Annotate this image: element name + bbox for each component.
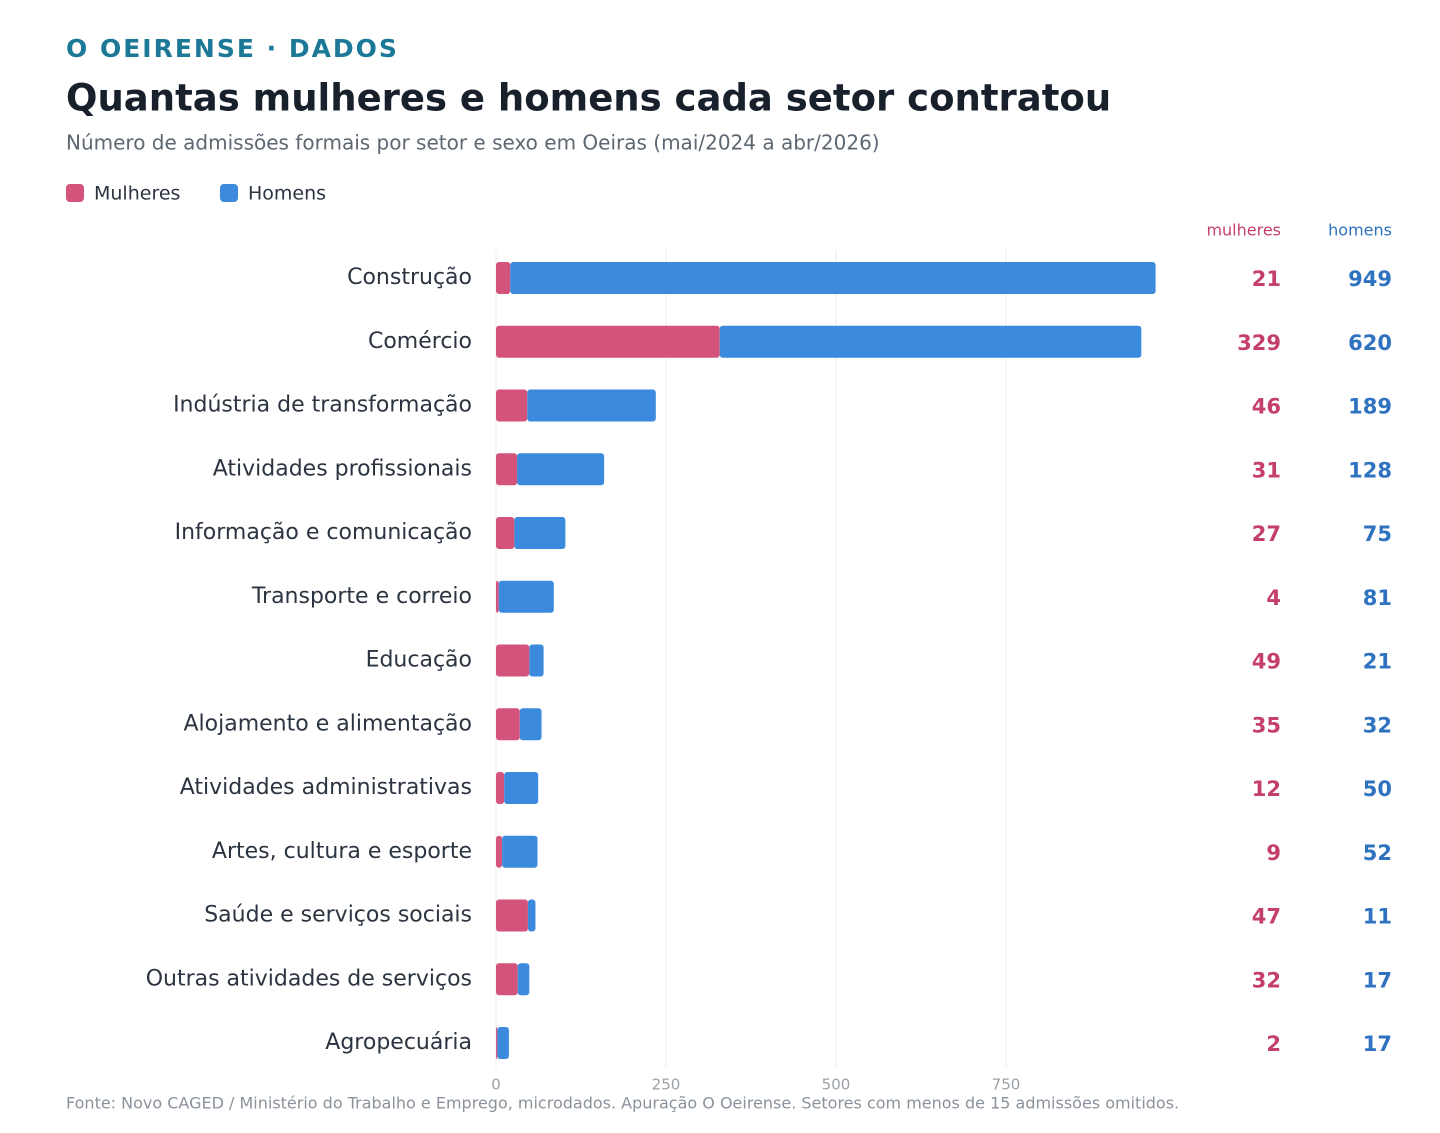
x-tick-label: 500 — [822, 1076, 851, 1094]
value-label: 4 — [1266, 586, 1281, 610]
value-label: 189 — [1348, 395, 1392, 419]
bar-segment — [719, 325, 1142, 358]
bar-segment — [510, 262, 1156, 294]
bar-segment — [517, 963, 530, 996]
value-label: 35 — [1252, 713, 1281, 737]
subtitle: Número de admissões formais por setor e … — [66, 131, 880, 155]
bar-segment — [517, 453, 605, 486]
value-label: 17 — [1363, 1032, 1392, 1056]
bar-segment — [529, 644, 544, 677]
bar-segment — [496, 517, 515, 549]
value-label: 46 — [1252, 395, 1281, 419]
bar-segment — [496, 262, 511, 294]
value-label: 31 — [1252, 458, 1281, 482]
value-label: 620 — [1348, 331, 1392, 355]
column-header: mulheres — [1206, 221, 1281, 240]
bar-segment — [496, 963, 518, 996]
value-label: 75 — [1363, 522, 1392, 546]
x-tick-label: 0 — [491, 1076, 501, 1094]
bar-segment — [496, 835, 503, 868]
bar-segment — [496, 708, 520, 741]
y-tick-label: Saúde e serviços sociais — [204, 903, 472, 928]
value-label: 50 — [1363, 777, 1392, 801]
bar-segment — [497, 1027, 509, 1059]
y-tick-label: Transporte e correio — [251, 584, 472, 609]
source-note: Fonte: Novo CAGED / Ministério do Trabal… — [66, 1094, 1179, 1113]
bar-segment — [514, 517, 566, 549]
column-header: homens — [1328, 221, 1392, 240]
kicker: O OEIRENSE · DADOS — [66, 34, 399, 63]
chart-title: Quantas mulheres e homens cada setor con… — [66, 77, 1111, 120]
bar-segment — [527, 899, 536, 932]
bar-segment — [496, 644, 530, 677]
bar-segment — [496, 772, 505, 804]
bar-segment — [496, 389, 528, 422]
value-label: 128 — [1348, 458, 1392, 482]
bar-segment — [527, 389, 656, 422]
bar-segment — [504, 772, 539, 804]
value-label: 32 — [1252, 968, 1281, 992]
y-tick-label: Artes, cultura e esporte — [212, 839, 472, 864]
value-label: 52 — [1363, 841, 1392, 865]
x-tick-label: 250 — [652, 1076, 681, 1094]
y-tick-label: Construção — [347, 265, 472, 290]
y-tick-label: Indústria de transformação — [173, 393, 472, 418]
value-label: 329 — [1237, 331, 1281, 355]
value-label: 27 — [1252, 522, 1281, 546]
y-tick-label: Agropecuária — [325, 1030, 472, 1055]
y-tick-label: Atividades profissionais — [213, 456, 472, 481]
value-label: 32 — [1363, 713, 1392, 737]
value-label: 2 — [1266, 1032, 1281, 1056]
bar-segment — [498, 580, 554, 613]
value-label: 949 — [1348, 267, 1392, 291]
value-label: 17 — [1363, 968, 1392, 992]
bar-segment — [496, 325, 720, 358]
y-tick-label: Outras atividades de serviços — [146, 966, 472, 991]
value-label: 81 — [1363, 586, 1392, 610]
bar-segment — [519, 708, 542, 741]
x-tick-label: 750 — [992, 1076, 1021, 1094]
legend-label: Homens — [248, 183, 326, 205]
legend-label: Mulheres — [94, 183, 180, 205]
bar-segment — [496, 899, 528, 932]
y-tick-label: Educação — [366, 648, 472, 673]
y-tick-label: Alojamento e alimentação — [184, 711, 473, 736]
value-label: 21 — [1363, 650, 1392, 674]
value-label: 21 — [1252, 267, 1281, 291]
bar-segment — [496, 1027, 498, 1059]
bar-segment — [496, 453, 518, 486]
value-label: 11 — [1363, 905, 1392, 929]
bar-segment — [496, 580, 499, 613]
legend-swatch — [220, 184, 238, 202]
y-tick-label: Comércio — [368, 329, 472, 354]
value-label: 47 — [1252, 905, 1281, 929]
value-label: 12 — [1252, 777, 1281, 801]
bar-segment — [502, 835, 538, 868]
y-tick-label: Informação e comunicação — [175, 520, 472, 545]
value-label: 49 — [1252, 650, 1281, 674]
y-tick-label: Atividades administrativas — [180, 775, 472, 800]
legend-swatch — [66, 184, 84, 202]
value-label: 9 — [1266, 841, 1281, 865]
